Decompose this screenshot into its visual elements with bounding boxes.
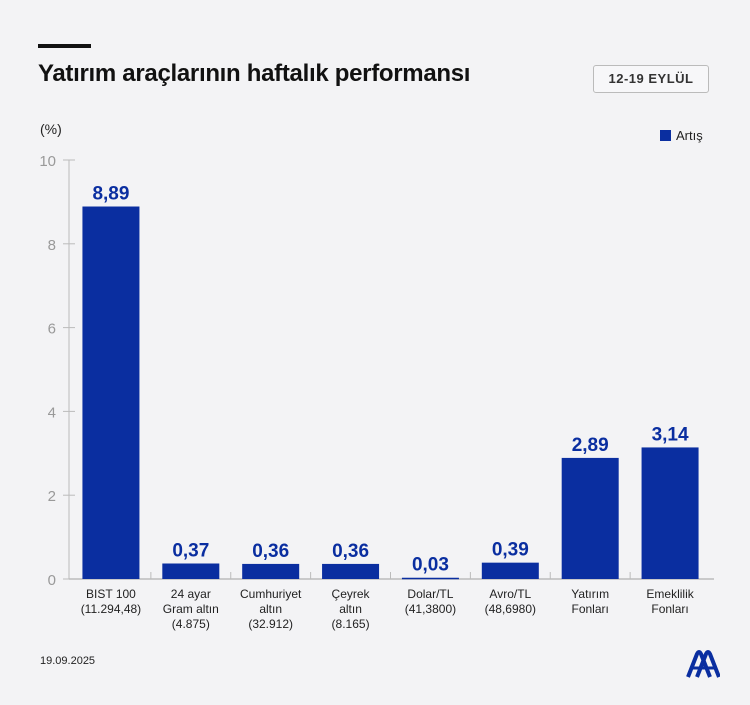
footer-date: 19.09.2025: [40, 655, 96, 667]
bar: [162, 563, 220, 579]
bar-value-label: 0,36: [252, 541, 289, 562]
x-category-label: BIST 100: [86, 587, 136, 601]
x-category-label: altın: [339, 602, 362, 616]
x-category-label: Yatırım: [571, 587, 609, 601]
legend-swatch: [660, 130, 671, 141]
legend-label: Artış: [676, 128, 703, 143]
x-category-label: (4.875): [172, 617, 210, 631]
legend: Artış: [660, 128, 703, 143]
y-axis-label: (%): [40, 121, 62, 137]
x-category-label: altın: [259, 602, 282, 616]
bar-value-label: 3,14: [652, 424, 689, 445]
bar-value-label: 8,89: [92, 184, 129, 205]
x-category-label: Gram altın: [163, 602, 219, 616]
x-category-label: (32.912): [248, 617, 293, 631]
x-category-label: Dolar/TL: [407, 587, 453, 601]
y-tick-label: 0: [48, 572, 56, 589]
aa-logo: [686, 650, 721, 683]
bar-value-label: 0,03: [412, 555, 449, 576]
bar-value-label: 2,89: [572, 435, 609, 456]
x-category-label: (8.165): [332, 617, 370, 631]
x-category-label: Fonları: [572, 602, 609, 616]
bar-value-label: 0,39: [492, 540, 529, 561]
page-title: Yatırım araçlarının haftalık performansı: [38, 60, 471, 87]
y-tick-label: 2: [48, 488, 56, 505]
bar-value-label: 0,36: [332, 541, 369, 562]
x-category-label: (41,3800): [405, 602, 456, 616]
bar: [641, 447, 699, 579]
x-category-label: Fonları: [651, 602, 688, 616]
x-category-label: Avro/TL: [489, 587, 531, 601]
bar-value-label: 0,37: [172, 540, 209, 561]
x-category-label: Çeyrek: [332, 587, 371, 601]
x-category-label: (11.294,48): [81, 602, 142, 616]
y-tick-label: 4: [48, 404, 56, 421]
bar: [481, 562, 539, 579]
bar: [322, 563, 380, 579]
x-category-label: 24 ayar: [171, 587, 211, 601]
bar: [401, 577, 459, 580]
title-accent-rule: [38, 44, 91, 48]
period-badge: 12-19 EYLÜL: [593, 65, 709, 93]
y-tick-label: 8: [48, 237, 56, 254]
x-category-label: (48,6980): [485, 602, 536, 616]
bar: [242, 563, 300, 579]
y-tick-label: 6: [48, 321, 56, 338]
x-category-label: Cumhuriyet: [240, 587, 302, 601]
bar: [561, 457, 619, 579]
bar: [82, 206, 140, 579]
y-tick-label: 10: [39, 153, 56, 170]
x-category-label: Emeklilik: [646, 587, 694, 601]
